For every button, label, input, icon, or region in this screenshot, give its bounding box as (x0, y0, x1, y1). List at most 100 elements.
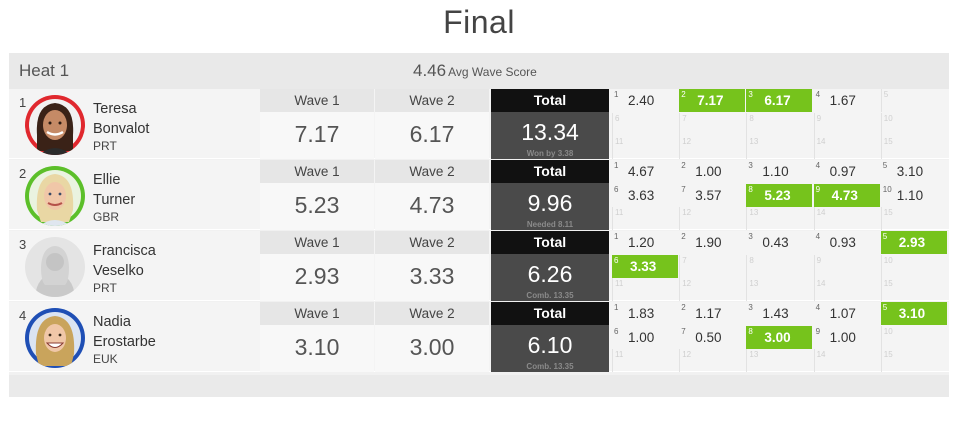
wave-score-cell-empty: 8 (746, 112, 812, 136)
avg-wave-score: 4.46 Avg Wave Score (413, 61, 537, 81)
athlete-info[interactable]: Ellie Turner GBR (93, 170, 135, 224)
wave-number-placeholder: 7 (682, 255, 687, 265)
wave-score-cell[interactable]: 3 1.10 (746, 160, 812, 183)
wave-score-cell-empty: 13 (746, 207, 812, 230)
athlete-row[interactable]: 1 Teresa Bonvalot PRT Wave 1 7.17 Wave 2… (9, 89, 949, 159)
athlete-info[interactable]: Francisca Veselko PRT (93, 241, 156, 295)
wave-score-cell-empty: 12 (679, 136, 745, 159)
total-score: 9.96 (527, 190, 573, 216)
wave-score-cell[interactable]: 1 1.20 (612, 231, 678, 254)
wave-score-cell-empty: 14 (813, 349, 880, 372)
wave1-label: Wave 1 (260, 160, 374, 183)
total-note: Comb. 13.35 (526, 291, 574, 300)
total-label: Total (491, 160, 609, 183)
wave-score-cell[interactable]: 4 1.67 (814, 89, 880, 112)
athlete-info[interactable]: Teresa Bonvalot PRT (93, 99, 149, 153)
wave-score-cell[interactable]: 5 2.93 (880, 231, 947, 254)
wave-number-placeholder: 6 (615, 113, 620, 123)
athlete-first-name: Nadia (93, 314, 131, 330)
wave-score: 2.40 (628, 93, 655, 108)
wave-score-cell[interactable]: 5 3.10 (881, 160, 947, 183)
wave-number-placeholder: 10 (883, 255, 893, 265)
wave-number-placeholder: 14 (816, 350, 826, 359)
wave-number: 9 (815, 184, 821, 194)
wave-number: 9 (815, 326, 821, 336)
wave-number: 10 (882, 184, 892, 194)
heat-header: Heat 1 4.46 Avg Wave Score (9, 53, 949, 89)
wave-score-cell-empty: 11 (612, 136, 678, 159)
wave-score-cell-empty: 10 (880, 112, 947, 136)
wave-score-cell[interactable]: 3 0.43 (746, 231, 812, 254)
athlete-first-name: Ellie (93, 172, 121, 188)
wave-score-cell[interactable]: 1 2.40 (612, 89, 678, 112)
total-note: Needed 8.11 (526, 220, 574, 229)
wave-number: 3 (748, 303, 753, 312)
wave-number-placeholder: 14 (816, 279, 826, 288)
wave-number: 5 (882, 232, 888, 241)
heat-panel: Heat 1 4.46 Avg Wave Score 1 Teresa Bonva… (9, 53, 949, 397)
athlete-last-name: Turner (93, 192, 136, 208)
wave-score-cell[interactable]: 9 4.73 (813, 183, 880, 207)
wave2-column: Wave 2 3.00 (375, 302, 489, 372)
wave-score: 1.00 (628, 329, 655, 345)
wave-score-cell[interactable]: 8 5.23 (746, 183, 813, 207)
wave-number: 2 (681, 161, 686, 170)
total-column: Total 6.10 Comb. 13.35 (491, 302, 609, 372)
wave-score-cell[interactable]: 6 3.33 (612, 254, 678, 278)
athlete-info[interactable]: Nadia Erostarbe EUK (93, 312, 156, 366)
athlete-last-name: Bonvalot (93, 121, 150, 137)
wave-score: 3.57 (695, 187, 722, 203)
wave-score-cell[interactable]: 6 1.00 (612, 326, 678, 349)
wave-score-cell[interactable]: 9 1.00 (814, 326, 880, 349)
athlete-row[interactable]: 4 Nadia Erostarbe EUK Wave 1 3.10 Wave 2… (9, 302, 949, 372)
wave-score-cell[interactable]: 3 1.43 (746, 302, 812, 325)
wave-score-cell[interactable]: 1 4.67 (612, 160, 678, 183)
wave-number-placeholder: 10 (883, 326, 893, 336)
wave-score-cell[interactable]: 7 0.50 (679, 326, 745, 349)
wave-number-placeholder: 7 (682, 113, 687, 123)
wave-number-placeholder: 15 (883, 279, 893, 288)
wave-score: 1.20 (628, 235, 655, 250)
wave-number: 4 (815, 232, 821, 241)
wave-number-placeholder: 11 (615, 279, 624, 288)
wave1-score: 7.17 (294, 121, 340, 147)
wave-score: 6.17 (764, 93, 791, 108)
wave-number: 2 (681, 303, 686, 312)
athlete-last-name: Veselko (93, 263, 144, 279)
wave-score-cell[interactable]: 4 0.93 (814, 231, 880, 254)
wave-score-cell[interactable]: 10 1.10 (881, 184, 947, 207)
athlete-row[interactable]: 3 Francisca Veselko PRT Wave 1 2.93 Wave… (9, 231, 949, 301)
wave-number: 4 (815, 161, 821, 170)
wave-score: 1.10 (896, 187, 924, 203)
wave-score-cell[interactable]: 3 6.17 (746, 89, 813, 112)
wave-score-cell[interactable]: 6 3.63 (612, 184, 678, 207)
wave-number-placeholder: 12 (682, 350, 692, 359)
wave-score-cell[interactable]: 8 3.00 (746, 325, 813, 349)
athlete-avatar (25, 95, 85, 155)
wave-score: 3.10 (896, 164, 924, 179)
athlete-avatar (25, 237, 85, 297)
wave1-label: Wave 1 (260, 231, 374, 254)
wave-score-cell[interactable]: 4 0.97 (814, 160, 880, 183)
wave-score: 1.17 (695, 306, 722, 321)
wave-score-cell-empty: 11 (612, 349, 678, 372)
athlete-avatar (25, 308, 85, 368)
wave-score-cell[interactable]: 1 1.83 (612, 302, 678, 325)
wave-score-cell[interactable]: 2 1.00 (679, 160, 745, 183)
wave-score-cell[interactable]: 4 1.07 (814, 302, 880, 325)
wave-score-cell[interactable]: 2 7.17 (679, 89, 746, 112)
wave-score-cell[interactable]: 5 3.10 (880, 302, 947, 325)
wave1-column: Wave 1 5.23 (260, 160, 374, 230)
wave-score-cell[interactable]: 2 1.17 (679, 302, 745, 325)
total-column: Total 13.34 Won by 3.38 (491, 89, 609, 159)
wave-score-cell-empty: 14 (813, 136, 880, 159)
athlete-country: PRT (93, 281, 117, 295)
wave-number: 7 (681, 184, 686, 194)
total-column: Total 6.26 Comb. 13.35 (491, 231, 609, 301)
wave-score: 1.43 (762, 306, 789, 321)
wave-score-cell[interactable]: 2 1.90 (679, 231, 745, 254)
wave-score-cell[interactable]: 7 3.57 (679, 184, 745, 207)
athlete-row[interactable]: 2 Ellie Turner GBR Wave 1 5.23 Wave 2 4.… (9, 160, 949, 230)
wave-number: 4 (815, 303, 821, 312)
wave-score: 3.00 (764, 329, 791, 345)
